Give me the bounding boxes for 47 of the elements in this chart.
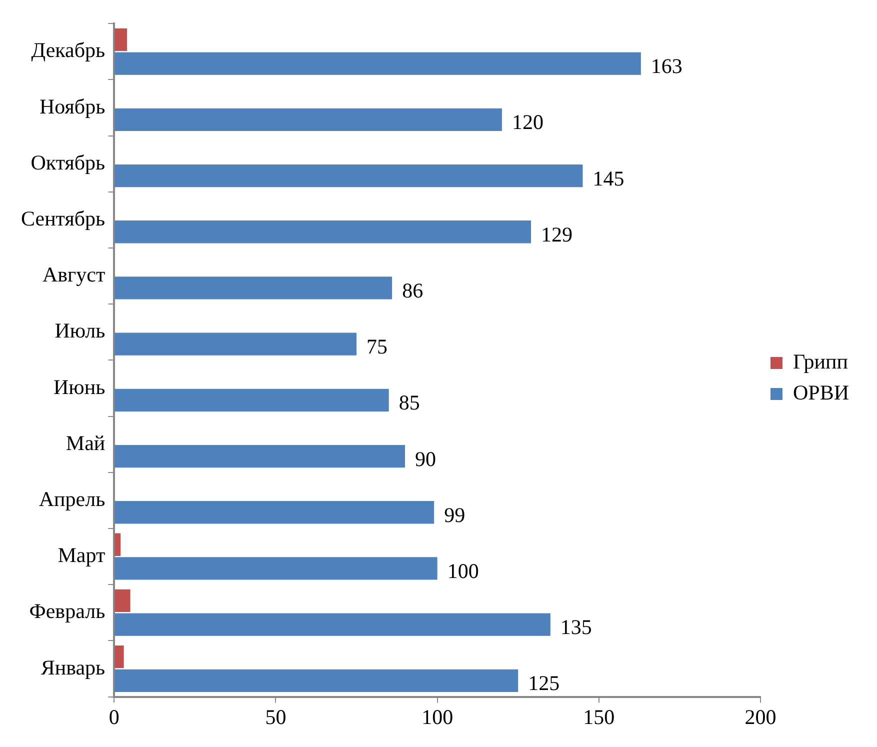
- x-tick-label: 150: [583, 704, 615, 729]
- y-tick-label: Февраль: [29, 599, 106, 624]
- data-label: 163: [650, 54, 682, 78]
- bar: [114, 276, 392, 300]
- bar: [114, 108, 502, 131]
- data-label: 86: [402, 278, 424, 302]
- bar: [114, 646, 124, 668]
- legend-label: ОРВИ: [792, 380, 850, 405]
- bar: [114, 388, 389, 412]
- bar: [114, 501, 434, 524]
- legend-label: Грипп: [792, 350, 848, 374]
- data-label: 129: [541, 222, 573, 246]
- data-label: 90: [414, 446, 436, 471]
- y-tick-label: Октябрь: [30, 150, 106, 174]
- bar: [114, 332, 357, 356]
- y-tick-label: Апрель: [38, 486, 106, 511]
- data-label: 99: [444, 502, 466, 527]
- y-tick-label: Июль: [54, 318, 106, 343]
- bar: [114, 444, 405, 468]
- y-tick-label: Май: [66, 430, 106, 455]
- y-tick-label: Январь: [40, 655, 106, 680]
- x-tick-label: 0: [108, 704, 120, 729]
- data-label: 125: [528, 671, 560, 696]
- data-label: 145: [592, 166, 624, 190]
- y-tick-label: Сентябрь: [20, 206, 106, 230]
- data-label: 85: [398, 390, 420, 415]
- data-label: 120: [512, 110, 544, 134]
- y-tick-label: Июнь: [53, 374, 106, 399]
- y-tick-label: Ноябрь: [39, 94, 106, 118]
- x-tick-label: 50: [265, 704, 286, 729]
- x-tick-label: 200: [744, 704, 776, 729]
- x-tick-label: 100: [422, 704, 454, 729]
- bar: [114, 164, 583, 188]
- bar: [114, 589, 130, 612]
- bar: [114, 52, 641, 75]
- bar: [114, 220, 532, 244]
- data-label: 135: [560, 615, 592, 640]
- bar: [114, 557, 438, 580]
- bar: [114, 28, 128, 52]
- bar: [114, 613, 550, 636]
- data-label: 75: [366, 334, 388, 359]
- bar: [114, 533, 121, 556]
- data-label: 100: [447, 558, 479, 583]
- bar: [114, 669, 518, 692]
- y-tick-label: Декабрь: [31, 38, 106, 62]
- y-tick-label: Март: [58, 543, 106, 568]
- y-tick-label: Август: [42, 262, 106, 287]
